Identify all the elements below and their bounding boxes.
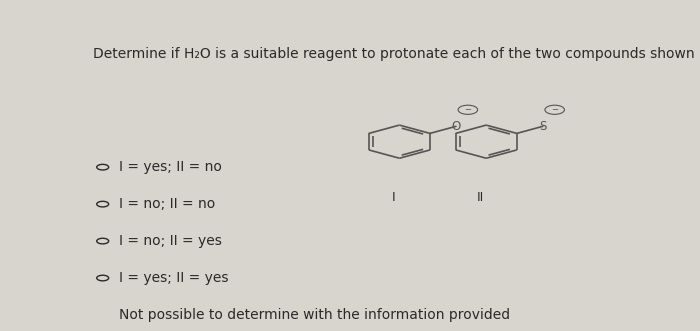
Text: I = yes; II = yes: I = yes; II = yes [119,271,228,285]
Text: II: II [477,191,484,204]
Text: I = no; II = yes: I = no; II = yes [119,234,222,248]
Text: I: I [392,191,396,204]
Text: Determine if H₂O is a suitable reagent to protonate each of the two compounds sh: Determine if H₂O is a suitable reagent t… [93,47,700,61]
Text: I = yes; II = no: I = yes; II = no [119,160,222,174]
Text: −: − [464,105,471,114]
Text: −: − [551,105,558,114]
Text: Not possible to determine with the information provided: Not possible to determine with the infor… [119,308,510,322]
Text: I = no; II = no: I = no; II = no [119,197,215,211]
Text: S: S [539,120,547,133]
Text: O: O [452,120,461,133]
